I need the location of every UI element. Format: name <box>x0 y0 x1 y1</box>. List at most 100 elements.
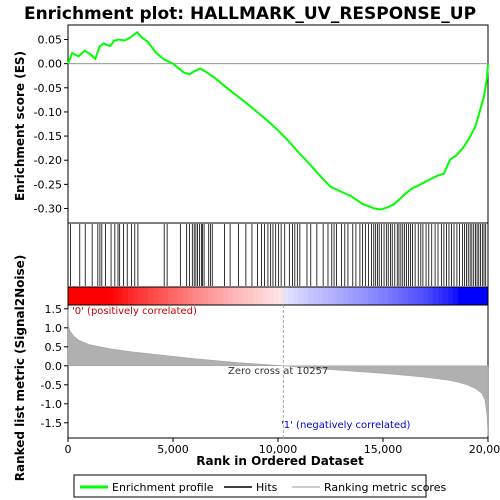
rank-color-segment <box>358 287 364 305</box>
enrichment-profile-line <box>67 30 489 211</box>
rank-color-segment <box>483 287 489 305</box>
rank-color-segment <box>128 287 134 305</box>
zero-cross-label: Zero cross at 10257 <box>228 366 328 377</box>
rank-color-segment <box>113 287 119 305</box>
rank-color-segment <box>453 287 459 305</box>
rank-color-segment <box>353 287 359 305</box>
metric-y-tick-label: 0.0 <box>45 360 63 373</box>
rank-color-segment <box>368 287 374 305</box>
rank-color-segment <box>198 287 204 305</box>
es-y-tick-label: -0.10 <box>34 106 62 119</box>
es-y-tick-label: 0.05 <box>38 33 63 46</box>
rank-color-segment <box>448 287 454 305</box>
rank-color-segment <box>83 287 89 305</box>
rank-color-segment <box>308 287 314 305</box>
rank-color-segment <box>348 287 354 305</box>
rank-color-segment <box>133 287 139 305</box>
positive-correlation-label: '0' (positively correlated) <box>72 306 197 317</box>
rank-color-segment <box>273 287 279 305</box>
rank-color-segment <box>93 287 99 305</box>
rank-color-segment <box>303 287 309 305</box>
rank-color-segment <box>213 287 219 305</box>
rank-color-segment <box>363 287 369 305</box>
rank-color-segment <box>443 287 449 305</box>
rank-color-segment <box>138 287 144 305</box>
rank-color-segment <box>148 287 154 305</box>
rank-color-segment <box>163 287 169 305</box>
rank-color-segment <box>408 287 414 305</box>
rank-color-segment <box>463 287 469 305</box>
x-tick-label: 5,000 <box>157 443 189 456</box>
rank-color-segment <box>68 287 74 305</box>
rank-color-segment <box>388 287 394 305</box>
rank-color-segment <box>403 287 409 305</box>
rank-color-segment <box>208 287 214 305</box>
rank-color-segment <box>338 287 344 305</box>
es-y-tick-label: -0.30 <box>34 203 62 216</box>
rank-color-segment <box>98 287 104 305</box>
rank-color-segment <box>73 287 79 305</box>
rank-color-segment <box>88 287 94 305</box>
rank-color-segment <box>343 287 349 305</box>
es-y-tick-label: -0.05 <box>34 82 62 95</box>
rank-color-segment <box>398 287 404 305</box>
rank-color-segment <box>328 287 334 305</box>
legend-enrichment-label: Enrichment profile <box>112 481 214 494</box>
rank-color-segment <box>258 287 264 305</box>
rank-color-segment <box>78 287 84 305</box>
rank-color-segment <box>428 287 434 305</box>
metric-y-tick-label: 0.5 <box>45 341 63 354</box>
rank-color-segment <box>173 287 179 305</box>
rank-color-segment <box>418 287 424 305</box>
rank-color-segment <box>143 287 149 305</box>
rank-color-segment <box>253 287 259 305</box>
rank-color-segment <box>193 287 199 305</box>
es-y-tick-label: -0.15 <box>34 130 62 143</box>
x-tick-label: 10,000 <box>259 443 298 456</box>
metric-y-tick-label: -1.0 <box>41 398 62 411</box>
x-tick-label: 15,000 <box>364 443 403 456</box>
es-y-axis-title: Enrichment score (ES) <box>13 51 27 201</box>
rank-color-segment <box>183 287 189 305</box>
rank-color-segment <box>268 287 274 305</box>
x-tick-label: 20,000 <box>469 443 500 456</box>
es-y-tick-label: -0.25 <box>34 178 62 191</box>
metric-y-axis-title: Ranked list metric (Signal2Noise) <box>13 255 27 482</box>
rank-color-segment <box>263 287 269 305</box>
rank-color-segment <box>458 287 464 305</box>
legend-metric-label: Ranking metric scores <box>324 481 446 494</box>
x-tick-label: 0 <box>65 443 72 456</box>
rank-color-segment <box>433 287 439 305</box>
rank-color-segment <box>423 287 429 305</box>
es-y-ticks: 0.05 0.00 -0.05 -0.10 -0.15 -0.20 -0.25 -0.30 <box>34 33 68 216</box>
rank-color-segment <box>168 287 174 305</box>
rank-color-segment <box>238 287 244 305</box>
rank-color-segment <box>318 287 324 305</box>
rank-color-segment <box>203 287 209 305</box>
metric-y-tick-label: -1.5 <box>41 417 62 430</box>
es-y-tick-label: -0.20 <box>34 154 62 167</box>
rank-color-bar <box>67 286 489 306</box>
rank-color-segment <box>473 287 479 305</box>
rank-color-segment <box>373 287 379 305</box>
rank-color-segment <box>478 287 484 305</box>
rank-color-segment <box>288 287 294 305</box>
hit-marks <box>70 224 487 286</box>
rank-color-segment <box>158 287 164 305</box>
rank-color-segment <box>153 287 159 305</box>
rank-color-segment <box>103 287 109 305</box>
chart-title: Enrichment plot: HALLMARK_UV_RESPONSE_UP <box>24 4 476 24</box>
x-axis-ticks: 0 5,000 10,000 15,000 20,000 <box>65 438 500 456</box>
rank-color-segment <box>178 287 184 305</box>
metric-y-ticks: 1.5 1.0 0.5 0.0 -0.5 -1.0 -1.5 <box>41 303 68 430</box>
rank-color-segment <box>438 287 444 305</box>
legend-hits-label: Hits <box>256 481 278 494</box>
rank-color-segment <box>378 287 384 305</box>
metric-y-tick-label: 1.5 <box>45 303 63 316</box>
rank-color-segment <box>383 287 389 305</box>
negative-correlation-label: '1' (negatively correlated) <box>281 420 410 431</box>
x-axis-title: Rank in Ordered Dataset <box>196 454 364 468</box>
rank-color-segment <box>413 287 419 305</box>
rank-color-segment <box>293 287 299 305</box>
